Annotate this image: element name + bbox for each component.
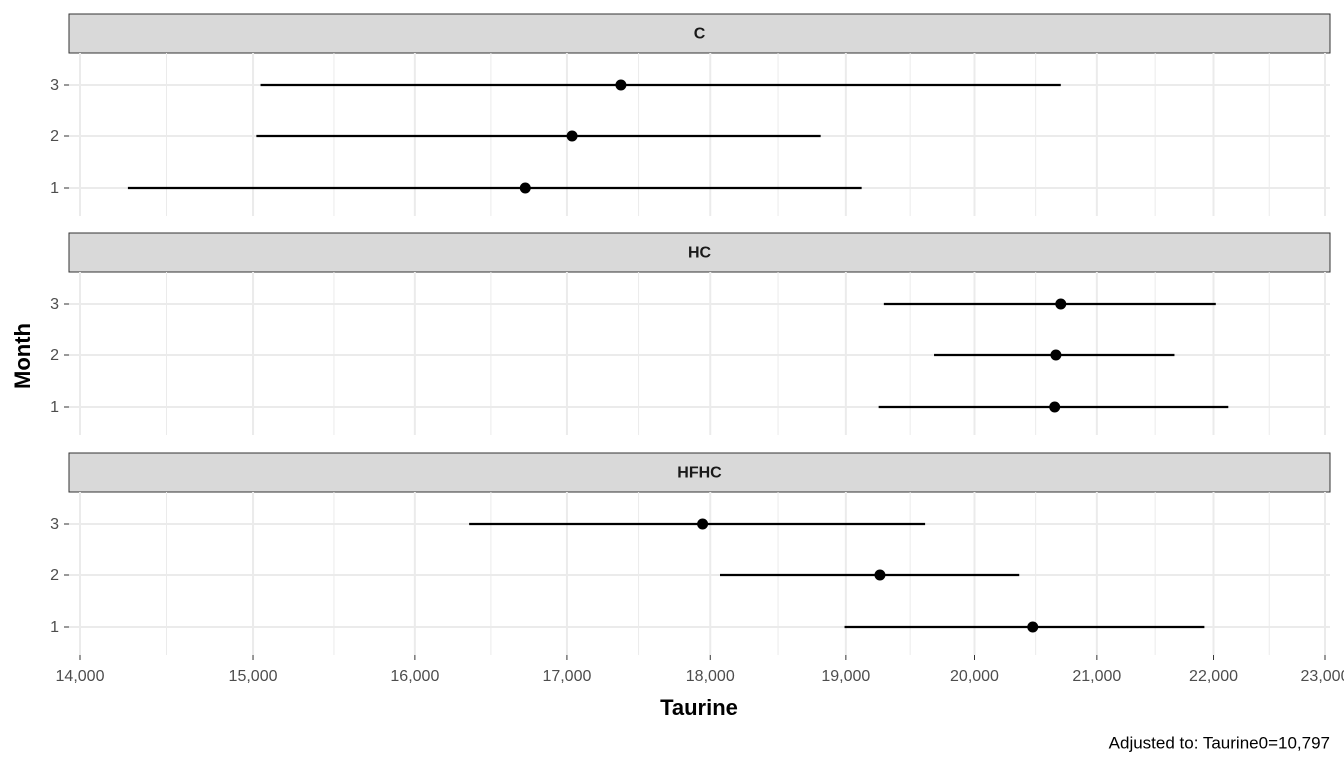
point: [1050, 349, 1062, 361]
x-tick-label: 20,000: [950, 668, 999, 685]
strip: [68, 13, 1331, 54]
x-axis-title: Taurine: [660, 695, 738, 720]
y-tick-label: 2: [50, 128, 59, 145]
x-tick-label: 23,000: [1301, 668, 1344, 685]
x-tick-label: 14,000: [56, 668, 105, 685]
y-tick-label: 2: [50, 347, 59, 364]
strip: [68, 232, 1331, 273]
y-axis-title: Month: [10, 323, 35, 389]
point: [697, 518, 709, 530]
point: [1055, 298, 1067, 310]
y-tick-label: 2: [50, 567, 59, 584]
y-tick-label: 3: [50, 77, 59, 94]
y-tick-label: 1: [50, 619, 59, 636]
caption: Adjusted to: Taurine0=10,797: [1109, 733, 1330, 752]
x-tick-label: 21,000: [1072, 668, 1121, 685]
point: [1049, 401, 1061, 413]
point: [519, 182, 531, 194]
y-tick-label: 3: [50, 296, 59, 313]
y-tick-label: 1: [50, 399, 59, 416]
strip: [68, 452, 1331, 493]
strip-title: C: [694, 26, 706, 43]
x-tick-label: 22,000: [1189, 668, 1238, 685]
x-tick-label: 18,000: [686, 668, 735, 685]
y-tick-label: 3: [50, 516, 59, 533]
point: [566, 130, 578, 142]
x-tick-label: 17,000: [542, 668, 591, 685]
y-tick-label: 1: [50, 180, 59, 197]
point: [874, 569, 886, 581]
x-tick-label: 16,000: [390, 668, 439, 685]
point: [615, 79, 627, 91]
x-tick-label: 19,000: [821, 668, 870, 685]
point: [1027, 621, 1039, 633]
strip-title: HFHC: [677, 465, 722, 482]
strip-title: HC: [688, 245, 712, 262]
x-tick-label: 15,000: [229, 668, 278, 685]
